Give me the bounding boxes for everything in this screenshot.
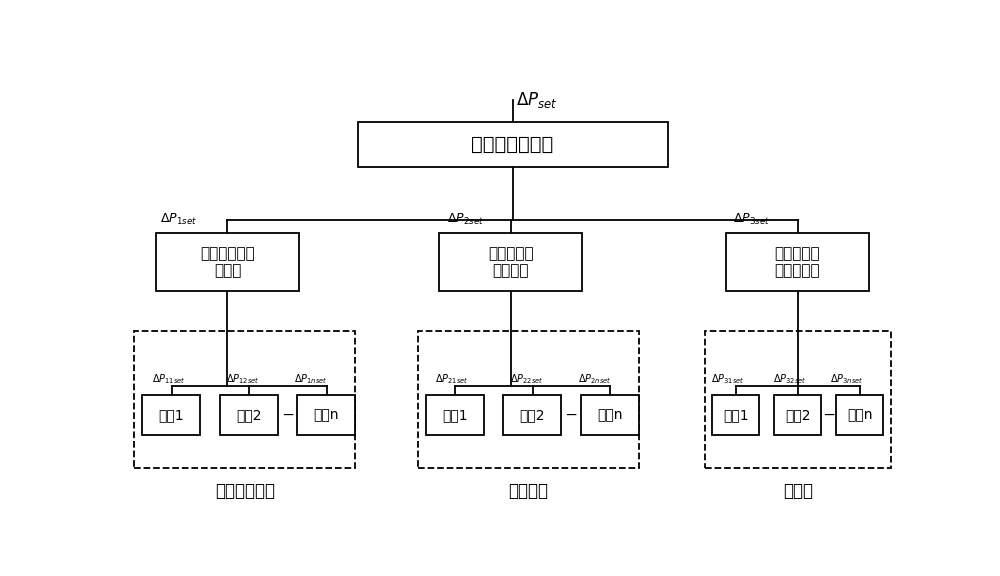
Text: $\Delta P_{3nset}$: $\Delta P_{3nset}$ [830, 373, 864, 386]
Text: 设备1: 设备1 [442, 408, 468, 422]
FancyBboxPatch shape [836, 395, 883, 435]
FancyBboxPatch shape [220, 395, 278, 435]
FancyBboxPatch shape [142, 395, 200, 435]
Text: 充电桩功率
协调子单元: 充电桩功率 协调子单元 [774, 246, 820, 278]
FancyBboxPatch shape [426, 395, 484, 435]
Text: $\Delta P_{1nset}$: $\Delta P_{1nset}$ [294, 373, 328, 386]
FancyBboxPatch shape [503, 395, 561, 435]
Text: 功率协调主单元: 功率协调主单元 [471, 135, 554, 154]
Text: $\Delta P_{32set}$: $\Delta P_{32set}$ [773, 373, 807, 386]
Text: $\Delta P_{12set}$: $\Delta P_{12set}$ [226, 373, 260, 386]
Text: 充电桩: 充电桩 [783, 482, 813, 499]
Text: $\Delta P_{21set}$: $\Delta P_{21set}$ [435, 373, 469, 386]
FancyBboxPatch shape [726, 233, 869, 291]
Text: $\Delta P_{3set}$: $\Delta P_{3set}$ [733, 211, 771, 226]
FancyBboxPatch shape [774, 395, 821, 435]
FancyBboxPatch shape [358, 122, 668, 166]
Text: $\Delta P_{2set}$: $\Delta P_{2set}$ [447, 211, 484, 226]
FancyBboxPatch shape [712, 395, 759, 435]
Text: $\Delta P_{31set}$: $\Delta P_{31set}$ [711, 373, 745, 386]
Text: ─: ─ [566, 408, 576, 423]
Text: 设备n: 设备n [313, 408, 339, 422]
Text: $\Delta P_{set}$: $\Delta P_{set}$ [516, 90, 558, 110]
Text: 设备1: 设备1 [158, 408, 184, 422]
Text: $\Delta P_{2nset}$: $\Delta P_{2nset}$ [578, 373, 612, 386]
Text: $\Delta P_{22set}$: $\Delta P_{22set}$ [510, 373, 544, 386]
FancyBboxPatch shape [156, 233, 299, 291]
Text: 储能系统: 储能系统 [508, 482, 548, 499]
Text: ─: ─ [824, 408, 833, 423]
FancyBboxPatch shape [581, 395, 639, 435]
Text: 光伏功率协调
子单元: 光伏功率协调 子单元 [200, 246, 255, 278]
FancyBboxPatch shape [439, 233, 582, 291]
Text: 设备2: 设备2 [785, 408, 810, 422]
Text: 设备n: 设备n [597, 408, 623, 422]
Text: 设备2: 设备2 [236, 408, 261, 422]
Text: 设备n: 设备n [847, 408, 872, 422]
Text: $\Delta P_{11set}$: $\Delta P_{11set}$ [152, 373, 186, 386]
Text: 设备2: 设备2 [520, 408, 545, 422]
FancyBboxPatch shape [297, 395, 355, 435]
Text: $\Delta P_{1set}$: $\Delta P_{1set}$ [160, 211, 197, 226]
Text: 储能功率协
调子单元: 储能功率协 调子单元 [488, 246, 533, 278]
Text: 光伏发电系统: 光伏发电系统 [215, 482, 275, 499]
Text: ─: ─ [283, 408, 292, 423]
Text: 设备1: 设备1 [723, 408, 749, 422]
